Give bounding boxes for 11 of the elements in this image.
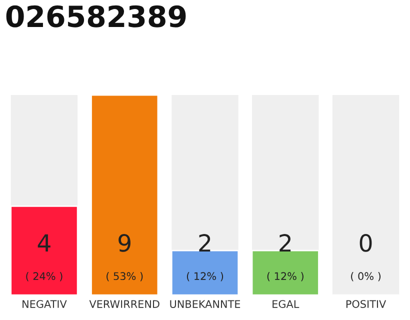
x-tick-label: VERWIRREND — [89, 300, 160, 308]
data-label: 0 ( 0% ) — [351, 234, 381, 282]
data-label: 2 ( 12% ) — [267, 234, 304, 282]
data-label: 9 ( 53% ) — [106, 234, 143, 282]
data-label: 2 ( 12% ) — [186, 234, 224, 282]
x-tick-label: UNBEKANNTE — [170, 300, 240, 308]
x-tick-label: NEGATIV — [22, 300, 67, 308]
x-tick-label: POSITIV — [346, 300, 386, 308]
data-label: 4 ( 24% ) — [26, 234, 62, 282]
x-tick-label: EGAL — [272, 300, 300, 308]
chart-title: 026582389 — [6, 5, 186, 28]
